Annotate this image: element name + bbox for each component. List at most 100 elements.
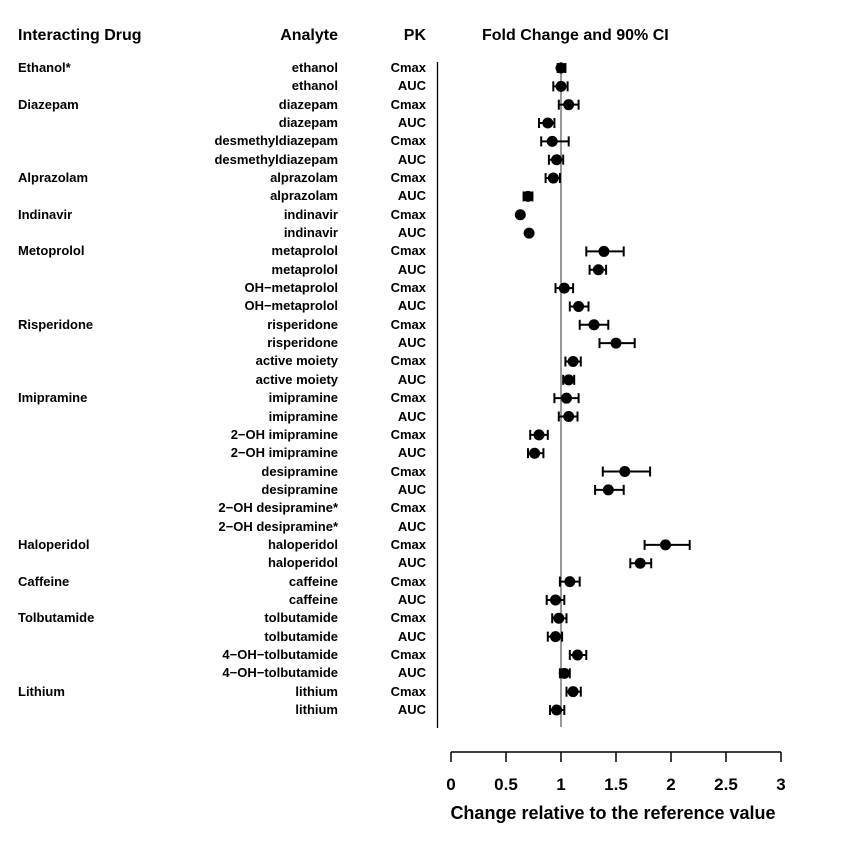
data-point [572,649,583,661]
row-pk-label: AUC [397,115,426,131]
row-analyte-label: metaprolol [271,243,338,259]
row-analyte-label: 4−OH−tolbutamide [222,665,338,681]
table-row: Caffeine caffeine Cmax [0,573,437,591]
table-row: 4−OH−tolbutamide AUC [0,664,437,682]
row-pk-label: AUC [397,261,426,277]
column-header-pk: PK [403,27,426,44]
row-pk-label: AUC [397,408,426,424]
table-row: metaprolol AUC [0,261,437,279]
table-row: Imipramine imipramine Cmax [0,389,437,407]
table-row: Risperidone risperidone Cmax [0,316,437,334]
table-row: diazepam AUC [0,114,437,132]
table-row: desmethyldiazepam AUC [0,151,437,169]
data-point [514,209,526,221]
x-axis-tick-label: 2.5 [714,775,738,794]
row-pk-label: AUC [397,298,426,314]
data-point [551,154,563,166]
row-pk-label: Cmax [390,426,426,442]
data-point [610,337,622,349]
row-pk-label: Cmax [390,683,426,699]
row-analyte-label: lithium [295,702,338,717]
data-point [555,62,567,74]
x-axis-tick-label: 1.5 [604,775,628,794]
data-point [588,319,600,331]
data-point [550,631,561,643]
row-analyte-label: 2−OH imipramine [230,445,338,461]
data-point [546,135,558,147]
row-pk-label: AUC [397,151,426,167]
row-analyte-label: OH−metaprolol [244,280,338,296]
row-pk-label: AUC [397,225,426,241]
x-axis-tick-label: 2 [666,775,675,794]
data-point [602,484,614,496]
table-row: caffeine AUC [0,591,437,609]
row-pk-label: Cmax [390,536,426,552]
row-drug-label: Tolbutamide [18,610,95,626]
row-pk-label: Cmax [390,463,426,479]
data-point [573,300,585,312]
row-pk-label: AUC [397,371,426,387]
row-drug-label: Caffeine [18,573,70,589]
x-axis-tick-label: 0 [446,775,455,794]
row-pk-label: AUC [397,335,426,351]
row-pk-label: AUC [397,591,426,607]
data-point [598,245,610,257]
row-analyte-label: imipramine [268,390,338,406]
table-row: alprazolam AUC [0,187,437,205]
data-point [561,392,572,404]
row-analyte-label: lithium [295,683,338,699]
row-analyte-label: caffeine [288,591,338,607]
data-point [555,80,567,92]
table-row: risperidone AUC [0,334,437,352]
row-drug-label: Risperidone [18,316,94,332]
table-row: Ethanol* ethanol Cmax [0,59,437,77]
data-point [634,557,646,569]
table-row: haloperidol AUC [0,554,437,572]
data-point [567,686,579,698]
data-point [619,466,631,478]
row-analyte-label: desipramine [261,481,338,497]
row-analyte-label: alprazolam [270,170,338,186]
row-analyte-label: indinavir [283,206,338,222]
row-analyte-label: diazepam [278,115,338,131]
table-row: Tolbutamide tolbutamide Cmax [0,609,437,627]
row-drug-label: Diazepam [18,96,79,112]
data-point [533,429,545,441]
row-pk-label: AUC [397,445,426,461]
row-pk-label: AUC [397,188,426,204]
table-row: Lithium lithium Cmax [0,683,437,701]
table-row: OH−metaprolol AUC [0,297,437,315]
table-row: Metoprolol metaprolol Cmax [0,242,437,260]
row-analyte-label: 2−OH desipramine* [218,500,338,516]
table-row: lithium AUC [0,701,437,719]
row-analyte-label: alprazolam [270,188,338,204]
row-drug-label: Indinavir [18,206,73,222]
table-row: active moiety AUC [0,371,437,389]
table-row: active moiety Cmax [0,352,437,370]
column-header-fold-change-ci: Fold Change and 90% CI [482,27,669,44]
table-row: 4−OH−tolbutamide Cmax [0,646,437,664]
row-analyte-label: OH−metaprolol [244,298,338,314]
table-row: ethanol AUC [0,77,437,95]
table-row: imipramine AUC [0,408,437,426]
x-axis-tick-label: 1 [556,775,565,794]
row-pk-label: AUC [397,702,426,717]
row-analyte-label: diazepam [278,96,338,112]
table-row: 2−OH desipramine* Cmax [0,499,437,517]
table-row: OH−metaprolol Cmax [0,279,437,297]
row-analyte-label: tolbutamide [264,628,338,644]
row-drug-label: Alprazolam [18,170,89,186]
column-header-interacting-drug: Interacting Drug [18,27,142,44]
row-pk-label: Cmax [390,243,426,259]
table-row: desmethyldiazepam Cmax [0,132,437,150]
row-analyte-label: haloperidol [267,555,338,571]
row-analyte-label: ethanol [291,78,338,94]
row-pk-label: Cmax [390,206,426,222]
row-analyte-label: haloperidol [267,536,338,552]
row-analyte-label: 2−OH imipramine [230,426,338,442]
row-analyte-label: risperidone [267,316,338,332]
row-pk-label: AUC [397,78,426,94]
row-drug-label: Ethanol* [18,60,71,75]
row-analyte-label: 2−OH desipramine* [218,518,338,534]
